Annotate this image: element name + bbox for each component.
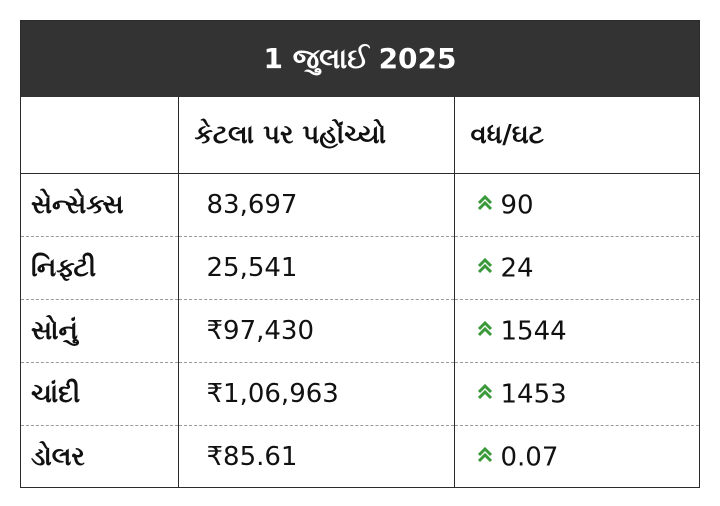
double-chevron-up-icon [477, 384, 493, 400]
market-summary-card: 1 જુલાઈ 2025 કેટલા પર પહોંચ્યો વધ/ઘટ સેન… [20, 20, 700, 488]
date-title: 1 જુલાઈ 2025 [21, 21, 699, 97]
table-row: સોનું ₹97,430 1544 [21, 299, 699, 363]
table-row: નિફ્ટી 25,541 24 [21, 236, 699, 300]
double-chevron-up-icon [477, 447, 493, 463]
header-change: વધ/ઘટ [453, 97, 699, 174]
header-name [21, 97, 178, 174]
table-row: સેન્સેક્સ 83,697 90 [21, 173, 699, 237]
double-chevron-up-icon [477, 321, 493, 337]
market-table: કેટલા પર પહોંચ્યો વધ/ઘટ સેન્સેક્સ 83,697… [21, 97, 699, 487]
row-value: ₹97,430 [177, 299, 454, 363]
change-value: 24 [500, 253, 534, 284]
double-chevron-up-icon [477, 258, 493, 274]
row-name: ચાંદી [21, 362, 178, 426]
row-value: 83,697 [177, 173, 454, 237]
row-value: 25,541 [177, 236, 454, 300]
row-change: 90 [453, 173, 699, 237]
row-change: 24 [453, 236, 699, 300]
change-value: 1544 [500, 316, 567, 347]
table-row: ચાંદી ₹1,06,963 1453 [21, 362, 699, 426]
table-row: ડોલર ₹85.61 0.07 [21, 425, 699, 487]
change-value: 90 [500, 190, 534, 221]
row-name: સેન્સેક્સ [21, 173, 178, 237]
row-name: નિફ્ટી [21, 236, 178, 300]
row-value: ₹1,06,963 [177, 362, 454, 426]
header-level: કેટલા પર પહોંચ્યો [177, 97, 454, 174]
change-value: 0.07 [500, 442, 559, 473]
row-value: ₹85.61 [177, 425, 454, 487]
row-change: 1453 [453, 362, 699, 426]
row-name: સોનું [21, 299, 178, 363]
row-change: 1544 [453, 299, 699, 363]
change-value: 1453 [500, 379, 567, 410]
row-change: 0.07 [453, 425, 699, 487]
double-chevron-up-icon [477, 195, 493, 211]
table-header-row: કેટલા પર પહોંચ્યો વધ/ઘટ [21, 97, 699, 174]
row-name: ડોલર [31, 441, 85, 472]
